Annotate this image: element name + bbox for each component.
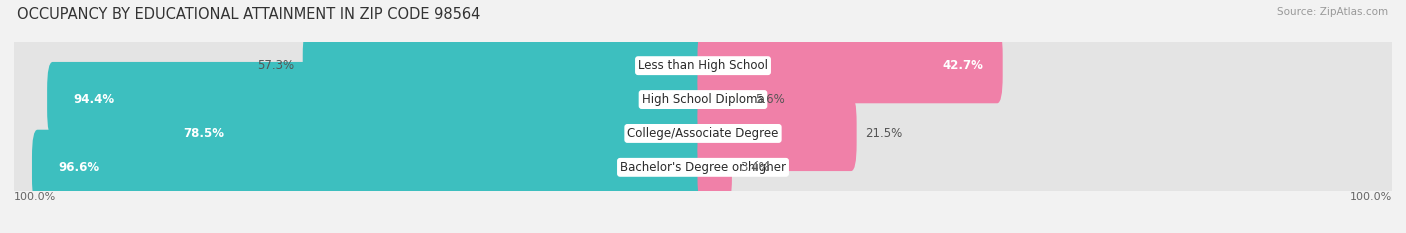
Text: Less than High School: Less than High School [638, 59, 768, 72]
FancyBboxPatch shape [697, 62, 747, 137]
FancyBboxPatch shape [48, 62, 709, 137]
FancyBboxPatch shape [8, 130, 1398, 205]
Text: High School Diploma: High School Diploma [641, 93, 765, 106]
Text: 42.7%: 42.7% [942, 59, 983, 72]
Text: 100.0%: 100.0% [1350, 192, 1392, 202]
FancyBboxPatch shape [156, 96, 709, 171]
FancyBboxPatch shape [32, 130, 709, 205]
Text: College/Associate Degree: College/Associate Degree [627, 127, 779, 140]
FancyBboxPatch shape [697, 28, 1002, 103]
Text: 57.3%: 57.3% [257, 59, 294, 72]
Text: 5.6%: 5.6% [755, 93, 785, 106]
Text: Source: ZipAtlas.com: Source: ZipAtlas.com [1277, 7, 1388, 17]
Text: 78.5%: 78.5% [183, 127, 224, 140]
FancyBboxPatch shape [8, 96, 1398, 171]
FancyBboxPatch shape [697, 130, 733, 205]
Text: 3.4%: 3.4% [740, 161, 770, 174]
FancyBboxPatch shape [302, 28, 709, 103]
Text: Bachelor's Degree or higher: Bachelor's Degree or higher [620, 161, 786, 174]
Text: 96.6%: 96.6% [58, 161, 100, 174]
FancyBboxPatch shape [697, 96, 856, 171]
Text: OCCUPANCY BY EDUCATIONAL ATTAINMENT IN ZIP CODE 98564: OCCUPANCY BY EDUCATIONAL ATTAINMENT IN Z… [17, 7, 481, 22]
FancyBboxPatch shape [8, 28, 1398, 103]
Text: 100.0%: 100.0% [14, 192, 56, 202]
Text: 94.4%: 94.4% [73, 93, 114, 106]
FancyBboxPatch shape [8, 62, 1398, 137]
Text: 21.5%: 21.5% [865, 127, 903, 140]
